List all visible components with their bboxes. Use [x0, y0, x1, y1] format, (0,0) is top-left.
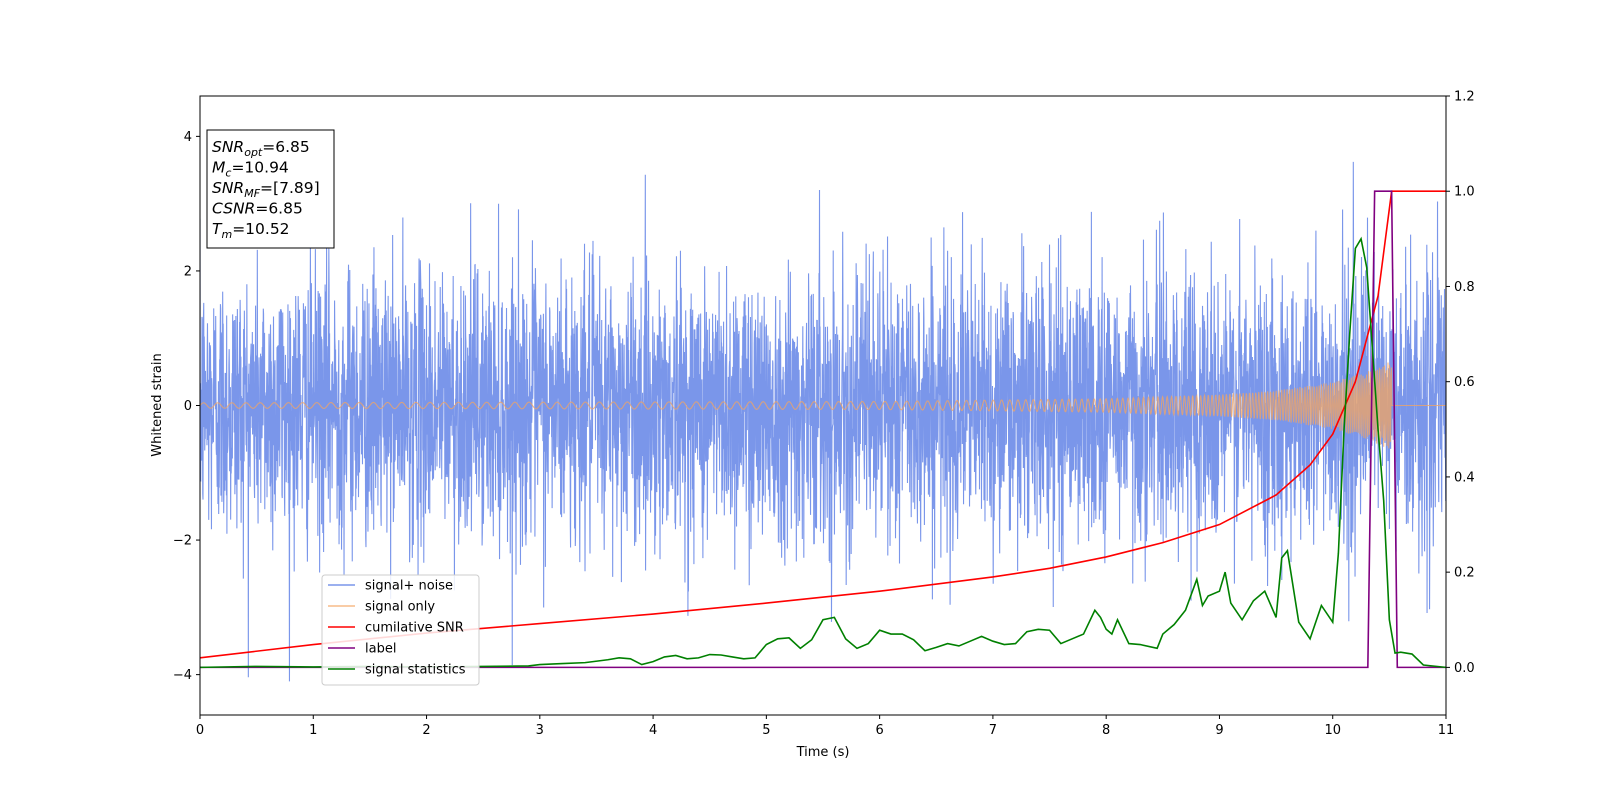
y-right-tick-label: 1.0 — [1454, 185, 1475, 200]
series-line-signal-statistics — [200, 236, 1446, 669]
textbox-line: SNRopt=6.85 — [212, 138, 310, 159]
x-axis: 0 1 2 3 4 5 6 7 8 9 10 11 — [196, 715, 1454, 738]
y-axis-label: Whitened strain — [150, 353, 165, 456]
y-left-tick-label: 2 — [184, 264, 192, 279]
series-line-signal-noise — [200, 161, 1446, 682]
y-right-tick-label: 0.4 — [1454, 470, 1475, 485]
x-tick-label: 10 — [1324, 723, 1341, 738]
x-tick-label: 7 — [989, 723, 997, 738]
y-right-tick-label: 0.2 — [1454, 566, 1475, 581]
x-tick-label: 4 — [649, 723, 657, 738]
x-tick-label: 9 — [1215, 723, 1223, 738]
legend-frame — [321, 574, 480, 686]
x-tick-label: 0 — [196, 723, 204, 738]
y-right-tick-label: 0.0 — [1454, 661, 1475, 676]
y-right-tick-label: 1.2 — [1454, 90, 1475, 105]
stats-textbox: SNRopt=6.85Mc=10.94SNRMF=[7.89]CSNR=6.85… — [206, 129, 335, 249]
x-tick-label: 3 — [536, 723, 544, 738]
legend: signal+ noise signal only cumilative SNR la… — [321, 574, 480, 686]
y-right-tick-label: 0.8 — [1454, 280, 1475, 295]
x-tick-label: 8 — [1102, 723, 1110, 738]
textbox-line: CSNR=6.85 — [212, 200, 303, 218]
legend-label-signal-statistics: signal statistics — [365, 663, 466, 678]
legend-label-cumilative-snr: cumilative SNR — [365, 621, 464, 636]
y-axis-right: 0.0 0.2 0.4 0.6 0.8 1.0 1.2 — [1446, 90, 1475, 676]
y-left-tick-label: −4 — [173, 668, 192, 683]
x-tick-label: 6 — [875, 723, 883, 738]
textbox-frame — [206, 129, 335, 249]
x-axis-label: Time (s) — [796, 745, 850, 760]
plot-area — [200, 161, 1446, 682]
y-left-tick-label: −2 — [173, 534, 192, 549]
y-axis-left: −4 −2 0 2 4 — [173, 130, 200, 683]
x-tick-label: 1 — [309, 723, 317, 738]
series-line-cumilative-snr — [200, 190, 1446, 659]
textbox-line: Tm=10.52 — [212, 220, 290, 241]
textbox-line: SNRMF=[7.89] — [212, 179, 320, 200]
series-line-signal-only — [200, 362, 1446, 449]
legend-label-signal-noise: signal+ noise — [365, 579, 453, 594]
legend-label-signal-only: signal only — [365, 600, 435, 615]
y-right-tick-label: 0.6 — [1454, 375, 1475, 390]
y-left-tick-label: 4 — [184, 130, 192, 145]
x-tick-label: 5 — [762, 723, 770, 738]
x-tick-label: 11 — [1438, 723, 1455, 738]
series-line-label — [200, 190, 1446, 669]
textbox-line: Mc=10.94 — [212, 159, 289, 180]
legend-label-label: label — [365, 642, 396, 657]
x-tick-label: 2 — [422, 723, 430, 738]
y-left-tick-label: 0 — [184, 399, 192, 414]
